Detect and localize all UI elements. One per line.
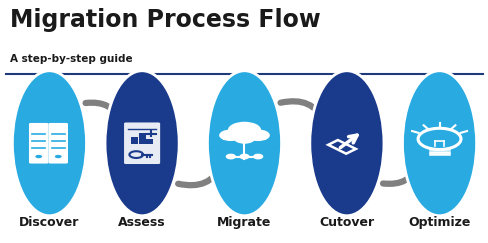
Bar: [146, 139, 153, 144]
Circle shape: [55, 155, 61, 158]
FancyBboxPatch shape: [48, 123, 68, 164]
FancyArrowPatch shape: [178, 165, 221, 185]
FancyBboxPatch shape: [29, 123, 48, 164]
FancyBboxPatch shape: [124, 122, 160, 164]
Text: Migration Process Flow: Migration Process Flow: [10, 8, 321, 32]
Bar: [222, 135, 266, 140]
Circle shape: [227, 122, 261, 138]
Circle shape: [35, 155, 42, 158]
Ellipse shape: [309, 71, 383, 216]
FancyArrowPatch shape: [382, 165, 416, 184]
Ellipse shape: [12, 71, 86, 216]
Circle shape: [246, 130, 269, 141]
Text: Optimize: Optimize: [407, 217, 470, 229]
FancyArrowPatch shape: [280, 101, 323, 122]
Ellipse shape: [105, 71, 179, 216]
Circle shape: [253, 154, 262, 159]
Ellipse shape: [207, 71, 281, 216]
Bar: [131, 137, 138, 144]
FancyArrowPatch shape: [85, 103, 119, 121]
Circle shape: [233, 133, 255, 144]
Circle shape: [240, 154, 248, 159]
Bar: [139, 133, 145, 144]
Text: Discover: Discover: [19, 217, 80, 229]
Text: Assess: Assess: [118, 217, 165, 229]
Text: Migrate: Migrate: [217, 217, 271, 229]
Ellipse shape: [402, 71, 476, 216]
Text: A step-by-step guide: A step-by-step guide: [10, 54, 133, 64]
Text: Cutover: Cutover: [319, 217, 374, 229]
Circle shape: [219, 130, 242, 141]
Circle shape: [226, 154, 235, 159]
